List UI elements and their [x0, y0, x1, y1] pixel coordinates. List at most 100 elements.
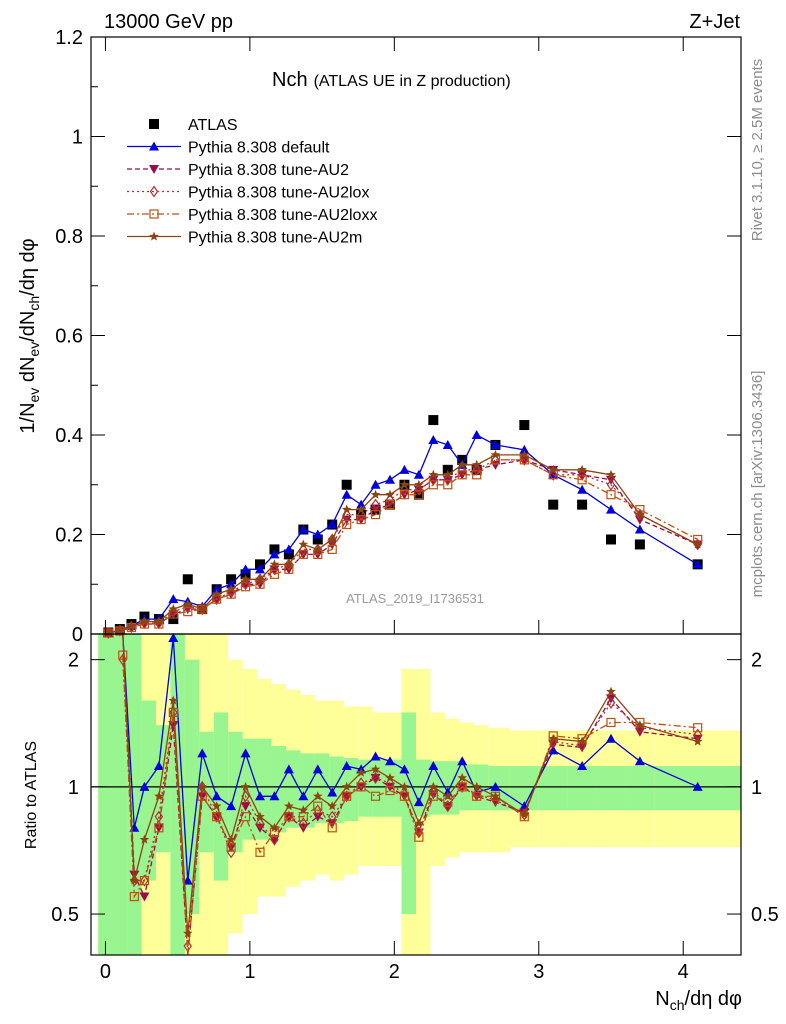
series-line — [108, 454, 698, 634]
data-point — [168, 594, 179, 604]
ratio-point — [606, 686, 616, 696]
legend-marker — [149, 231, 159, 241]
legend-label: Pythia 8.308 tune-AU2 — [188, 162, 349, 179]
ratio-point — [471, 781, 482, 791]
y-tick-label: 0.2 — [55, 525, 83, 547]
data-point — [356, 509, 367, 520]
data-point — [606, 478, 616, 491]
ratio-point — [270, 833, 279, 846]
ratio-point — [472, 791, 482, 801]
data-point — [519, 449, 530, 459]
ratio-point — [312, 812, 323, 822]
legend-entry: Pythia 8.308 tune-AU2 — [127, 162, 349, 179]
ratio-point — [327, 823, 337, 833]
ratio-point — [327, 801, 337, 811]
ratio-point — [139, 781, 150, 791]
data-point — [413, 469, 424, 479]
ratio-point — [490, 781, 501, 791]
data-point — [255, 574, 265, 584]
ratio-point — [168, 633, 179, 643]
ratio-point — [269, 791, 280, 801]
data-point — [327, 534, 337, 544]
green-band-segment — [596, 766, 626, 811]
data-series-layer — [103, 415, 703, 956]
ratio-point — [118, 653, 128, 666]
green-band-segment — [127, 634, 142, 955]
series-line — [108, 459, 698, 634]
ratio-point — [413, 797, 424, 807]
ratio-point — [327, 787, 338, 797]
data-point — [457, 470, 467, 480]
ratio-point — [255, 811, 265, 821]
data-point — [211, 589, 222, 599]
data-point — [356, 514, 366, 525]
ratio-line — [122, 655, 698, 956]
data-point — [103, 628, 114, 638]
y-tick-label: 0.8 — [55, 226, 83, 248]
ratio-point — [240, 812, 251, 822]
ratio-point — [577, 743, 588, 753]
ratio-y-axis-label: Ratio to ATLAS — [23, 741, 40, 849]
data-point — [428, 480, 438, 490]
ratio-y-tick-label-right: 2 — [751, 650, 762, 672]
data-point — [342, 519, 352, 530]
y-tick-label: 1 — [72, 127, 83, 149]
data-point — [139, 616, 150, 626]
ratio-point — [457, 780, 467, 793]
x-tick-label: 4 — [678, 961, 689, 983]
ratio-point — [129, 875, 140, 885]
data-point — [399, 464, 410, 474]
ratio-point — [457, 782, 467, 792]
legend-entry: ATLAS — [149, 117, 238, 134]
ratio-point — [182, 875, 193, 885]
data-point — [577, 464, 587, 474]
ratio-point — [577, 761, 588, 771]
ratio-point — [519, 809, 530, 819]
ratio-point — [284, 812, 294, 822]
data-point — [269, 569, 280, 579]
ratio-y-tick-label: 2 — [68, 650, 79, 672]
ratio-point — [385, 756, 395, 766]
ratio-point — [341, 761, 352, 771]
data-point — [414, 490, 424, 500]
data-point — [197, 604, 207, 614]
legend-label: ATLAS — [188, 117, 238, 134]
ratio-point — [548, 733, 558, 743]
chart-subtitle: (ATLAS UE in Z production) — [314, 73, 511, 90]
data-point — [298, 539, 309, 549]
legend-label: Pythia 8.308 default — [188, 140, 330, 157]
rivet-version-label: Rivet 3.1.10, ≥ 2.5M events — [749, 59, 766, 242]
data-point — [327, 544, 337, 555]
ratio-point — [255, 847, 265, 857]
data-point — [182, 574, 193, 585]
ratio-line — [122, 659, 698, 947]
ratio-point — [577, 736, 587, 746]
data-point — [341, 504, 352, 514]
data-point — [577, 484, 588, 494]
ratio-point — [693, 723, 703, 733]
data-point — [115, 625, 125, 635]
ratio-point — [327, 810, 337, 823]
y-tick-label: 0.4 — [55, 425, 83, 447]
mcplots-reference-label: mcplots.cern.ch [arXiv:1306.3436] — [749, 371, 766, 598]
ratio-point — [313, 801, 323, 811]
upper-y-axis-label: 1/Nev dNev/dNch/dη dφ — [17, 238, 42, 433]
data-point — [634, 524, 645, 534]
x-axis-label: Nch/dη dφ — [655, 988, 742, 1013]
data-point — [490, 439, 501, 449]
series-line — [108, 459, 698, 634]
ratio-point — [226, 834, 236, 844]
ratio-point — [312, 764, 323, 774]
ratio-point — [211, 791, 222, 801]
svg-text:1/Nev dNev/dNch/dη dφ: 1/Nev dNev/dNch/dη dφ — [17, 238, 42, 433]
ratio-point — [414, 818, 424, 828]
data-point — [255, 564, 265, 574]
data-point — [428, 469, 439, 479]
header-right-label: Z+Jet — [689, 11, 740, 33]
data-point — [635, 509, 645, 519]
legend: ATLAS Pythia 8.308 default Pythia 8.308 tu… — [127, 117, 377, 247]
data-point — [442, 439, 453, 449]
data-point — [269, 549, 280, 559]
data-point — [341, 489, 352, 499]
